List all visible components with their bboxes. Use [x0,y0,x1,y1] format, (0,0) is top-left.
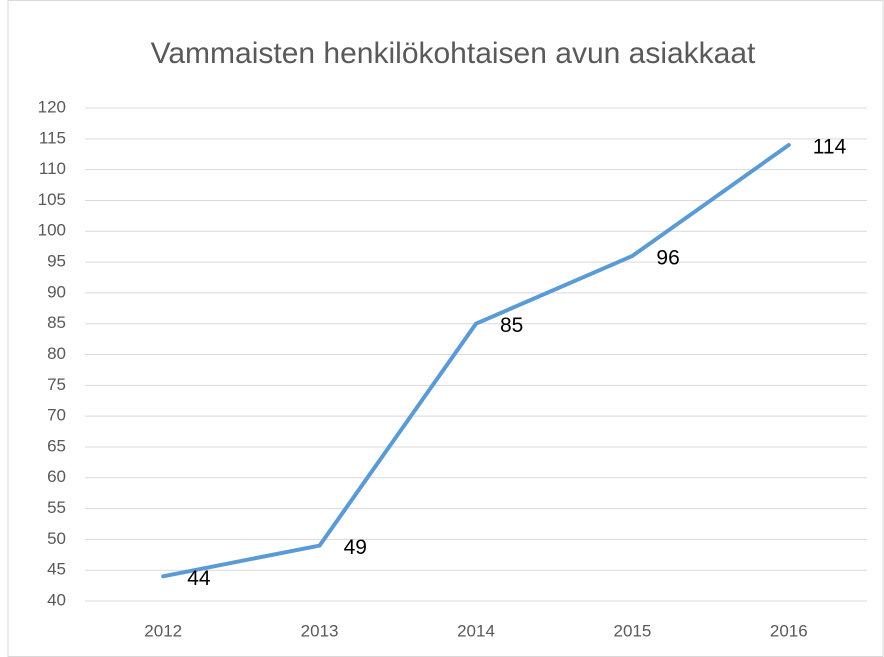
x-tick-label: 2012 [144,621,182,640]
data-label: 49 [344,536,367,559]
y-tick-label: 120 [38,97,66,116]
data-label: 96 [656,246,679,269]
chart-frame [7,0,884,657]
x-tick-label: 2016 [770,621,808,640]
data-label: 44 [187,567,211,590]
y-tick-label: 90 [47,282,66,301]
y-tick-label: 65 [47,436,66,455]
y-tick-label: 60 [47,467,66,486]
y-tick-label: 45 [47,560,66,579]
y-tick-label: 70 [47,406,66,425]
y-tick-label: 115 [39,128,66,147]
y-tick-label: 105 [38,190,66,209]
x-tick-label: 2013 [301,621,339,640]
y-tick-label: 80 [47,344,66,363]
y-tick-label: 40 [47,590,66,609]
x-tick-label: 2014 [457,621,495,640]
data-label: 85 [500,314,523,337]
y-tick-label: 50 [47,529,66,548]
y-tick-label: 75 [47,375,66,394]
chart-title: Vammaisten henkilökohtaisen avun asiakka… [151,37,756,70]
data-label: 114 [813,136,847,159]
y-tick-label: 85 [47,313,66,332]
y-tick-label: 95 [47,252,66,271]
y-tick-label: 100 [38,221,66,240]
x-tick-label: 2015 [613,621,651,640]
y-tick-label: 55 [47,498,66,517]
y-tick-label: 110 [39,159,66,178]
data-line [161,142,791,579]
